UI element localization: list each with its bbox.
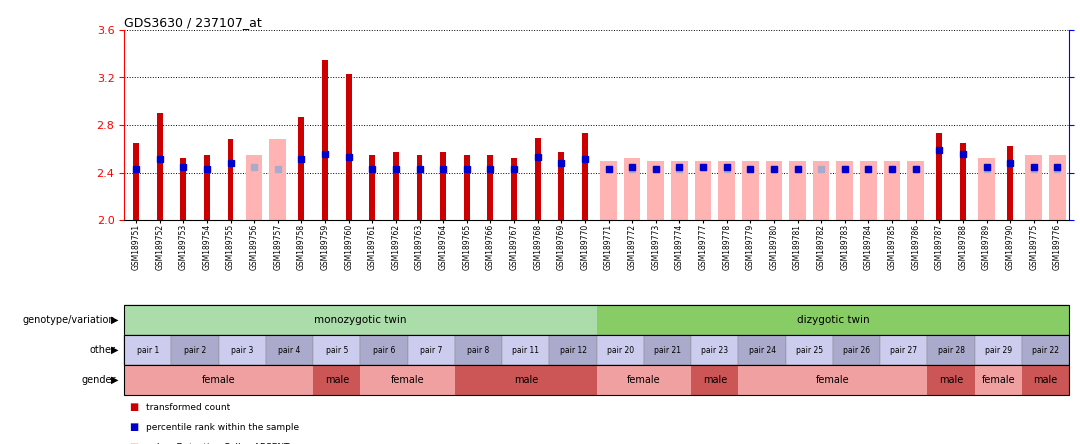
Bar [718, 161, 734, 220]
Text: female: female [627, 375, 661, 385]
Bar [978, 158, 995, 220]
Bar [789, 161, 806, 220]
Bar [393, 152, 399, 220]
Bar [582, 133, 588, 220]
Text: percentile rank within the sample: percentile rank within the sample [146, 423, 299, 432]
Bar [322, 59, 328, 220]
Bar [1049, 155, 1066, 220]
Bar [346, 74, 352, 220]
Text: GDS3630 / 237107_at: GDS3630 / 237107_at [124, 16, 262, 29]
Bar [228, 139, 233, 220]
Text: female: female [982, 375, 1015, 385]
Bar [535, 138, 541, 220]
Bar [487, 155, 494, 220]
Text: male: male [939, 375, 963, 385]
Text: pair 8: pair 8 [468, 345, 489, 354]
Bar [936, 133, 942, 220]
Text: female: female [816, 375, 850, 385]
Text: pair 11: pair 11 [512, 345, 539, 354]
Text: pair 12: pair 12 [559, 345, 586, 354]
Bar [180, 158, 186, 220]
Bar [157, 113, 163, 220]
Text: male: male [514, 375, 538, 385]
Bar [441, 152, 446, 220]
Text: pair 3: pair 3 [231, 345, 254, 354]
Bar [463, 155, 470, 220]
Bar [369, 155, 375, 220]
Text: pair 6: pair 6 [373, 345, 395, 354]
Text: pair 2: pair 2 [184, 345, 206, 354]
Bar [270, 139, 286, 220]
Text: male: male [325, 375, 349, 385]
Text: pair 25: pair 25 [796, 345, 823, 354]
Text: pair 26: pair 26 [843, 345, 870, 354]
Bar [860, 161, 877, 220]
Text: ■: ■ [130, 422, 139, 432]
Text: ▶: ▶ [111, 345, 119, 355]
Text: pair 1: pair 1 [137, 345, 159, 354]
Text: pair 29: pair 29 [985, 345, 1012, 354]
Text: pair 28: pair 28 [937, 345, 964, 354]
Bar [960, 143, 966, 220]
Bar [246, 155, 262, 220]
Text: genotype/variation: genotype/variation [23, 315, 116, 325]
Text: other: other [90, 345, 116, 355]
Bar [907, 161, 923, 220]
Text: transformed count: transformed count [146, 403, 230, 412]
Bar [883, 161, 901, 220]
Text: ▶: ▶ [111, 315, 119, 325]
Text: pair 27: pair 27 [890, 345, 917, 354]
Text: female: female [202, 375, 235, 385]
Text: pair 24: pair 24 [748, 345, 775, 354]
Text: pair 23: pair 23 [701, 345, 728, 354]
Bar [766, 161, 782, 220]
Text: value, Detection Call = ABSENT: value, Detection Call = ABSENT [146, 443, 289, 444]
Bar [511, 158, 517, 220]
Bar [624, 158, 640, 220]
Text: ■: ■ [130, 402, 139, 412]
Bar [742, 161, 758, 220]
Bar [837, 161, 853, 220]
Bar [694, 161, 712, 220]
Text: pair 20: pair 20 [607, 345, 634, 354]
Text: pair 4: pair 4 [279, 345, 300, 354]
Bar [1008, 147, 1013, 220]
Text: ▶: ▶ [111, 375, 119, 385]
Text: pair 7: pair 7 [420, 345, 443, 354]
Bar [558, 152, 564, 220]
Bar [1026, 155, 1042, 220]
Text: gender: gender [81, 375, 116, 385]
Bar [671, 161, 688, 220]
Text: pair 21: pair 21 [654, 345, 681, 354]
Text: male: male [1034, 375, 1057, 385]
Text: female: female [391, 375, 424, 385]
Bar [648, 161, 664, 220]
Bar [813, 161, 829, 220]
Bar [417, 155, 422, 220]
Text: monozygotic twin: monozygotic twin [314, 315, 407, 325]
Bar [133, 143, 139, 220]
Text: pair 22: pair 22 [1032, 345, 1059, 354]
Bar [600, 161, 617, 220]
Text: dizygotic twin: dizygotic twin [797, 315, 869, 325]
Bar [298, 117, 305, 220]
Text: male: male [703, 375, 727, 385]
Bar [204, 155, 210, 220]
Text: pair 5: pair 5 [326, 345, 348, 354]
Text: ■: ■ [130, 442, 139, 444]
